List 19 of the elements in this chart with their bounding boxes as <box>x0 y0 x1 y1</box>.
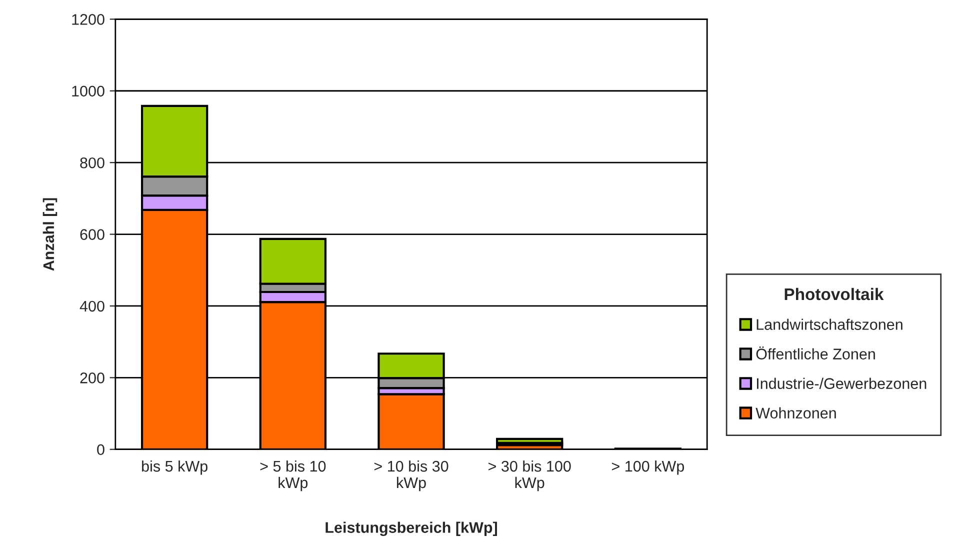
y-tick-label: 600 <box>80 229 104 240</box>
legend-label: Öffentliche Zonen <box>756 346 875 360</box>
legend-label: Wohnzonen <box>756 407 836 419</box>
y-tick-label: 1000 <box>72 86 104 97</box>
x-tick-label: > 10 bis 30 kWp <box>374 460 448 492</box>
x-tick-label: bis 5 kWp <box>142 460 208 475</box>
x-tick-label: > 100 kWp <box>612 460 684 475</box>
y-tick-label: 200 <box>80 372 104 384</box>
x-axis-title: Leistungsbereich [kWp] <box>326 522 497 536</box>
x-tick-label: > 5 bis 10 kWp <box>260 460 326 492</box>
y-tick-label: 400 <box>80 300 104 312</box>
legend-title: Photovoltaik <box>784 288 884 300</box>
y-tick-label: 800 <box>80 157 104 168</box>
y-tick-label: 0 <box>97 444 104 456</box>
legend-label: Landwirtschaftszonen <box>756 318 902 330</box>
y-axis-title: Anzahl [n] <box>42 198 58 271</box>
legend-label: Industrie-/Gewerbezonen <box>757 378 926 389</box>
x-tick-label: > 30 bis 100 kWp <box>488 460 571 492</box>
y-tick-label: 1200 <box>72 14 104 25</box>
